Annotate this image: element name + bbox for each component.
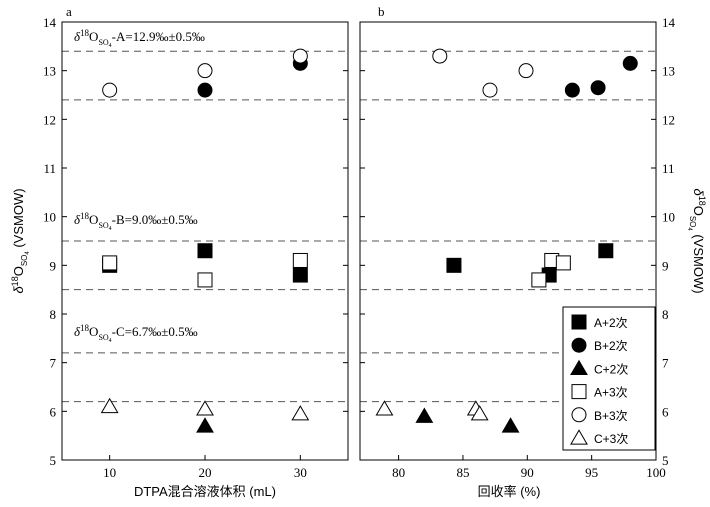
panel-b-point [518,63,534,79]
panel-b-y-tick-label: 11 [662,161,675,176]
panel-a-x-tick-label: 10 [103,465,116,480]
panel-a-point [292,267,308,283]
panel-a-y-tick-label: 9 [50,258,57,273]
legend-marker [571,337,587,353]
legend-label: A+3次 [594,386,628,400]
panel-b-point [590,80,606,96]
legend-marker [571,384,587,400]
legend-marker [570,429,588,445]
panel-a-point [102,82,118,98]
panel-a-x-tick-label: 30 [294,465,307,480]
band-label-b: δ18OSO4-B=9.0‰±0.5‰ [74,211,198,232]
panel-a-ticks: 10 20 30 5 6 7 8 9 10 11 12 13 14 [43,15,348,480]
legend-marker [571,407,587,423]
panel-b-y-tick-label: 9 [662,258,669,273]
panel-a-x-axis-title: DTPA混合溶液体积 (mL) [134,484,276,499]
panel-b-point [375,400,394,416]
panel-a-point [197,63,213,79]
panel-a-y-tick-label: 8 [50,307,57,322]
panel-b-y-tick-label: 10 [662,210,675,225]
panel-a-points [100,48,310,433]
panel-a-point [197,243,213,259]
band-label-a: δ18OSO4-A=12.9‰±0.5‰ [74,28,205,49]
panel-a-point [292,252,308,268]
panel-a-y-tick-label: 7 [50,356,57,371]
legend-marker [570,359,588,376]
panel-a-y-tick-label: 11 [43,161,56,176]
legend: A+2次 B+2次 C+2次 A+3次 B+3次 C+3次 [562,306,656,451]
band-label-c: δ18OSO4-C=6.7‰±0.5‰ [74,323,198,344]
panel-a-point [291,405,310,421]
panel-b-point [564,82,580,98]
panel-a-point [196,417,214,433]
panel-a-y-tick-label: 6 [50,404,57,419]
panel-a-point [102,255,118,271]
panel-b-x-tick-label: 85 [456,465,469,480]
panel-a-y-axis-title: δ18OSO4 (VSMOW) [10,188,31,293]
legend-label: B+3次 [594,409,628,423]
panel-a-point [100,397,119,414]
panel-b-reference-lines [360,50,656,403]
panel-b-y-tick-label: 6 [662,404,669,419]
panel-b-point [501,417,520,433]
panel-b-y-tick-label: 5 [662,453,669,468]
panel-b-point [415,407,434,423]
panel-a-y-tick-label: 14 [43,15,57,30]
panel-b-point [482,82,498,98]
panel-a-y-tick-label: 10 [43,210,56,225]
legend-box [562,306,656,451]
panel-b-point [598,243,614,259]
panel-a-point [197,82,213,98]
legend-marker [571,314,587,330]
legend-label: C+3次 [594,432,628,446]
panel-b-point [555,255,571,271]
panel-a-label: a [66,4,72,19]
panel-b-point [622,55,638,71]
panel-a-x-tick-label: 20 [199,465,212,480]
panel-b-y-tick-label: 12 [662,112,675,127]
panel-b-x-tick-label: 90 [521,465,534,480]
panel-a-y-tick-label: 13 [43,64,56,79]
panel-a-y-tick-label: 5 [50,453,57,468]
panel-b-point [470,405,489,421]
panel-b-frame [359,21,657,461]
panel-b-x-tick-label: 95 [585,465,598,480]
legend-label: A+2次 [594,316,628,330]
panel-a-point [196,400,214,416]
panel-b-y-tick-label: 14 [662,15,676,30]
panel-b-x-tick-label: 100 [646,465,666,480]
panel-b-point [446,257,462,273]
panel-b-y-tick-label: 7 [662,356,669,371]
panel-b-point [531,272,547,288]
panel-b-y-tick-label: 13 [662,64,675,79]
panel-b-x-tick-label: 80 [392,465,405,480]
panel-b-points [375,48,638,433]
panel-b-point [432,48,448,64]
panel-a-point [197,272,213,288]
panel-b-y-axis-title: δ18OSO4 (VSMOW) [686,188,707,293]
legend-label: C+2次 [594,362,628,376]
legend-label: B+2次 [594,339,628,353]
panel-b-y-tick-label: 8 [662,307,669,322]
panel-b-x-axis-title: 回收率 (%) [478,484,541,499]
panel-b-label: b [378,4,385,19]
panel-a-point [292,48,308,64]
panel-a-y-tick-label: 12 [43,112,56,127]
